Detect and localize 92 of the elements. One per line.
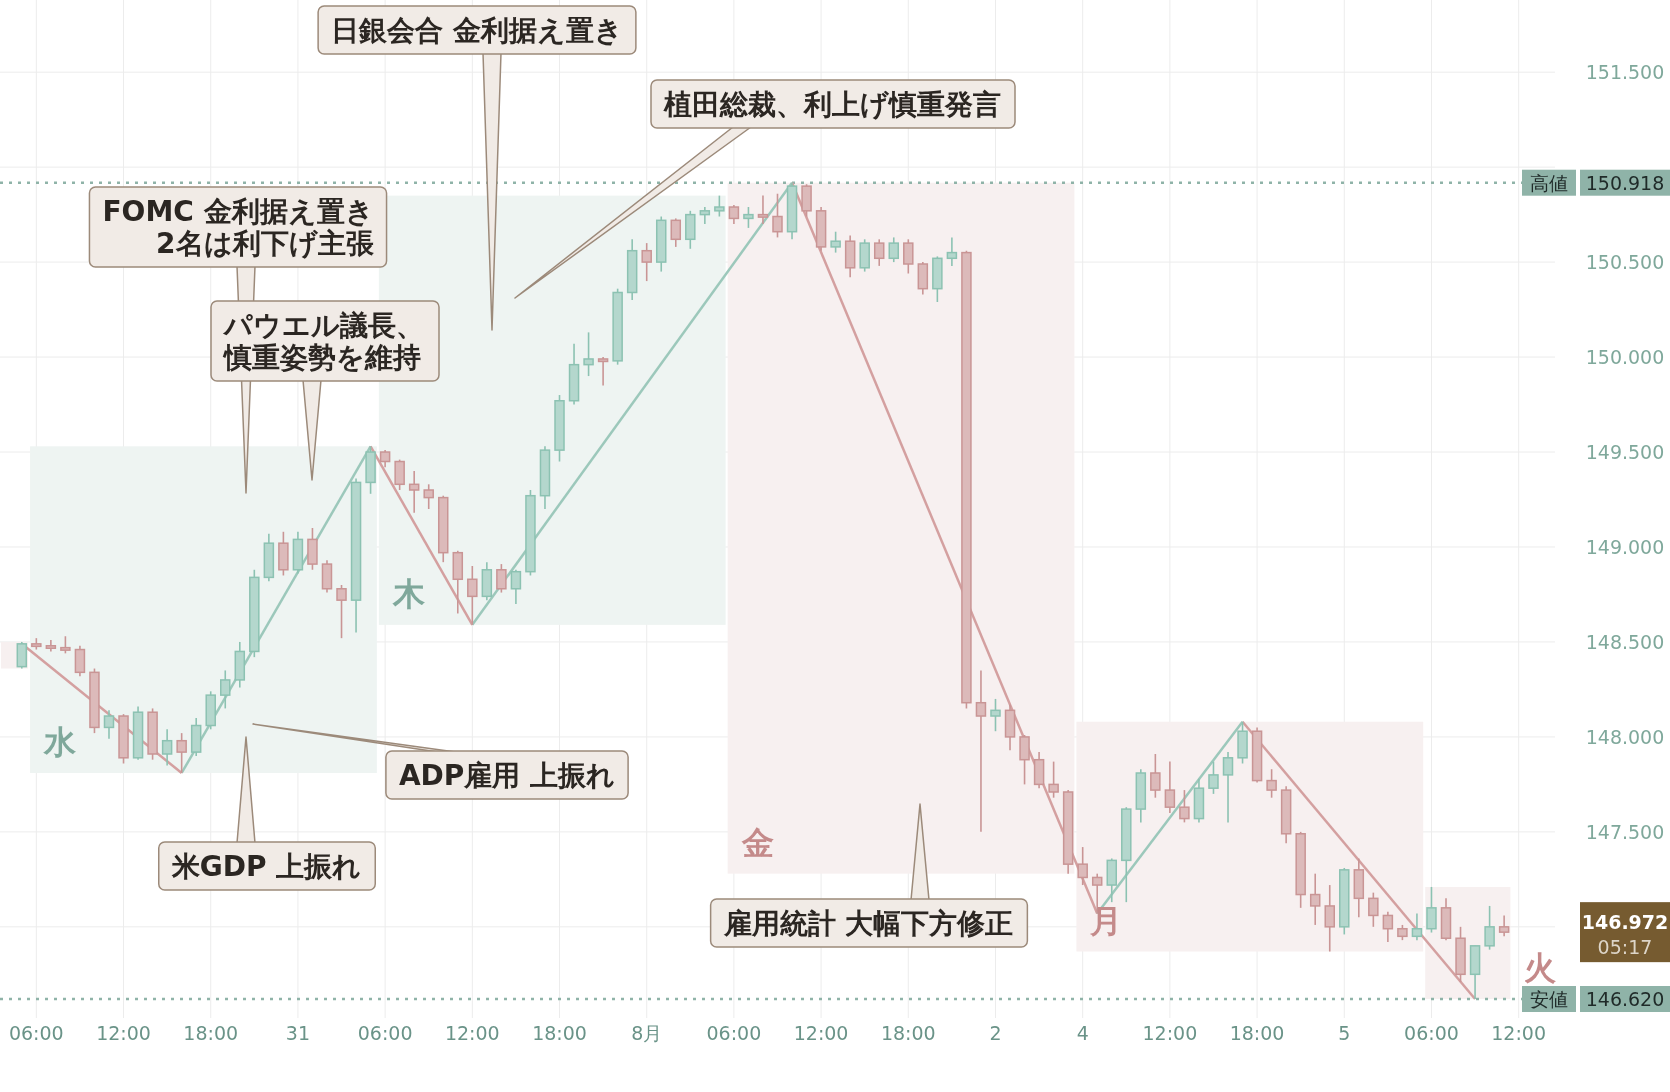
candlestick xyxy=(903,238,914,275)
candlestick xyxy=(1368,891,1379,928)
candlestick xyxy=(161,728,173,767)
candlestick xyxy=(1179,789,1190,824)
x-tick-label: 18:00 xyxy=(880,1022,936,1044)
candlestick xyxy=(990,698,1001,733)
candlestick xyxy=(641,242,652,282)
annotation: 米GDP 上振れ xyxy=(170,850,362,883)
candlestick xyxy=(1411,912,1423,941)
x-tick-label: 06:00 xyxy=(706,1022,762,1044)
x-tick-label: 12:00 xyxy=(444,1022,500,1044)
candlestick xyxy=(220,669,231,710)
candlestick xyxy=(394,458,405,491)
callout: ADP雇用 上振れ xyxy=(252,723,629,800)
x-tick-label: 06:00 xyxy=(357,1022,413,1044)
candlestick xyxy=(1164,760,1176,814)
x-tick-label: 06:00 xyxy=(8,1022,64,1044)
ref-line-label: 安値 xyxy=(1530,988,1568,1011)
candlestick xyxy=(1048,760,1059,799)
candlestick xyxy=(74,644,86,677)
candlestick xyxy=(583,331,594,377)
candlestick xyxy=(946,236,958,267)
x-tick-label: 18:00 xyxy=(1229,1022,1285,1044)
candlestick xyxy=(408,470,420,514)
candlestick xyxy=(1150,753,1161,799)
candlestick xyxy=(1208,760,1219,795)
annotation: 月 xyxy=(1089,901,1123,940)
x-tick-label: 2 xyxy=(989,1022,1002,1044)
annotation: ADP雇用 上振れ xyxy=(398,759,616,792)
candlestick xyxy=(714,194,725,218)
annotation: FOMC 金利据え置き2名は利下げ主張 xyxy=(102,195,375,260)
candlestick xyxy=(1382,910,1394,943)
annotation: 火 xyxy=(1524,949,1557,988)
y-tick-label: 151.500 xyxy=(1585,61,1665,84)
x-tick-label: 31 xyxy=(285,1022,311,1044)
callout: 米GDP 上振れ xyxy=(158,736,376,891)
candlestick xyxy=(670,217,682,248)
y-tick-label: 147.500 xyxy=(1585,820,1665,843)
candlestick xyxy=(336,584,347,639)
candlestick xyxy=(743,206,754,229)
x-tick-label: 12:00 xyxy=(1491,1022,1547,1044)
text: 146.972 xyxy=(1581,911,1669,934)
annotation: パウエル議長、慎重姿勢を維持 xyxy=(222,309,424,374)
candlestick xyxy=(1426,886,1437,934)
x-tick-label: 8月 xyxy=(631,1022,663,1044)
candlestick xyxy=(103,709,115,740)
y-tick-label: 148.500 xyxy=(1585,630,1665,653)
annotation: 金 xyxy=(740,823,774,862)
y-tick-label: 148.000 xyxy=(1585,725,1665,748)
y-tick-label: 149.000 xyxy=(1585,535,1665,558)
candlestick xyxy=(1484,905,1495,951)
x-tick-label: 18:00 xyxy=(183,1022,239,1044)
callout: パウエル議長、慎重姿勢を維持 xyxy=(210,300,440,481)
candlestick xyxy=(1266,768,1277,799)
candlestick xyxy=(1019,734,1030,786)
candlestick xyxy=(975,669,987,833)
candlestick xyxy=(1498,914,1510,938)
annotation: 木 xyxy=(391,574,425,613)
x-tick-label: 12:00 xyxy=(1142,1022,1198,1044)
candlestick xyxy=(423,483,434,510)
candlestick xyxy=(873,238,885,267)
y-tick-label: 149.500 xyxy=(1585,441,1665,464)
candlestick xyxy=(772,192,783,239)
candlestick xyxy=(16,641,28,670)
candlestick xyxy=(1324,884,1335,953)
x-tick-label: 12:00 xyxy=(96,1022,151,1044)
x-tick-label: 18:00 xyxy=(532,1022,587,1044)
candlestick xyxy=(597,356,609,387)
candlestick xyxy=(1077,846,1088,886)
callout: 植田総裁、利上げ慎重発言 xyxy=(514,79,1016,299)
annotation: 日銀会合 金利据え置き xyxy=(331,14,623,47)
annotation: 植田総裁、利上げ慎重発言 xyxy=(663,88,1001,121)
annotation: 雇用統計 大幅下方修正 xyxy=(722,907,1014,940)
candlestick xyxy=(728,204,740,225)
y-tick-label: 150.500 xyxy=(1585,251,1665,274)
text: 05:17 xyxy=(1597,936,1653,959)
x-tick-label: 12:00 xyxy=(793,1022,849,1044)
candlestick xyxy=(830,230,841,254)
x-tick-label: 5 xyxy=(1338,1022,1351,1044)
x-tick-label: 06:00 xyxy=(1404,1022,1459,1044)
annotation: 水 xyxy=(43,723,78,761)
candlestick xyxy=(1222,751,1234,824)
candlestick xyxy=(496,563,507,594)
ref-line-label: 高値 xyxy=(1530,171,1568,194)
y-tick-label: 150.000 xyxy=(1585,346,1665,369)
candlestick xyxy=(757,194,769,225)
candlestick xyxy=(1309,872,1321,926)
candlestick xyxy=(510,568,522,605)
x-tick-label: 4 xyxy=(1076,1022,1089,1044)
candlestick xyxy=(888,236,900,263)
text: 146.620 xyxy=(1585,988,1665,1011)
text: 150.918 xyxy=(1585,171,1665,194)
